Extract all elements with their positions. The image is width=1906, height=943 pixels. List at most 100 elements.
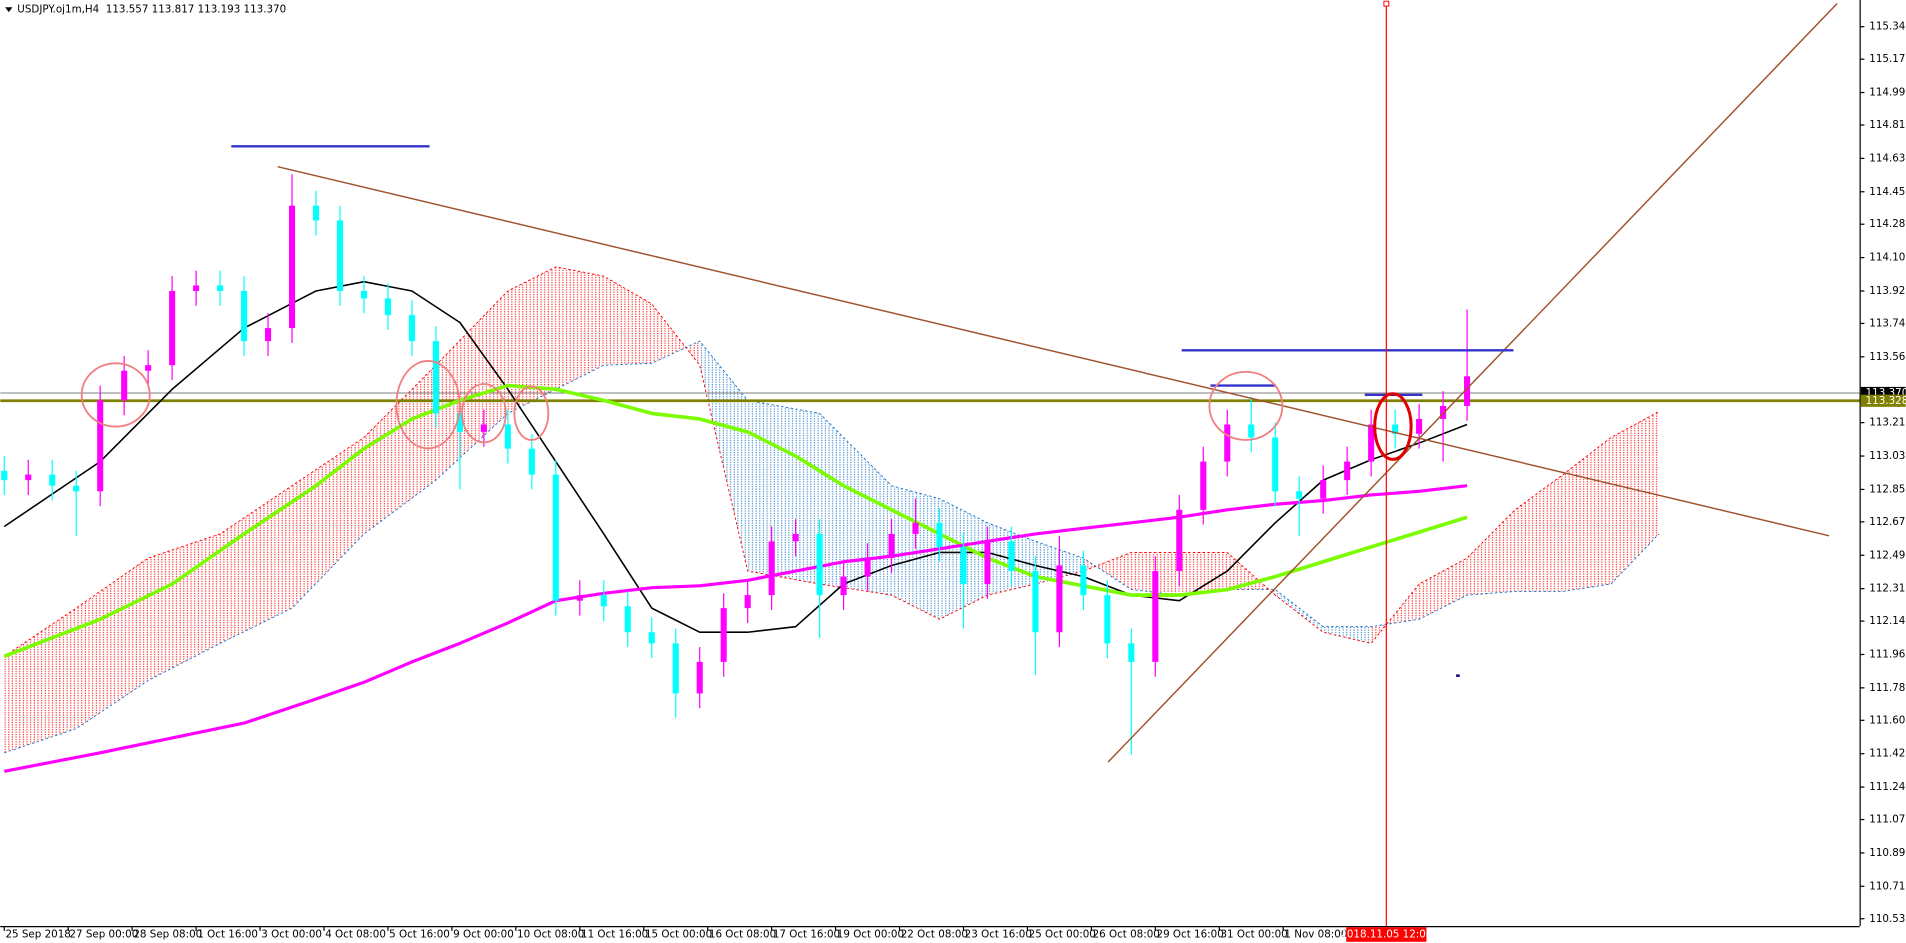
candle-body — [888, 533, 895, 559]
menu-triangle — [5, 7, 13, 13]
candle-body — [1296, 491, 1303, 499]
crosshair-handle — [1383, 0, 1390, 7]
x-tick-label: 25 Oct 00:00 — [1029, 928, 1096, 940]
candle-body — [816, 533, 823, 596]
candle-body — [720, 608, 727, 662]
candle-body — [552, 474, 559, 601]
candle-body — [432, 341, 439, 414]
candle-body — [504, 424, 511, 449]
trendline — [1107, 3, 1838, 763]
y-tick-label: 114.455 — [1869, 186, 1906, 198]
candle-body — [1104, 595, 1111, 644]
cloud-fill — [435, 290, 508, 481]
y-tick-label: 111.070 — [1869, 814, 1906, 826]
moving-average — [3, 484, 1468, 773]
x-tick-label: 9 Oct 00:00 — [453, 928, 514, 940]
candle-body — [1320, 480, 1327, 499]
candle-body — [49, 474, 56, 486]
candle-body — [25, 474, 32, 481]
candle-body — [1368, 424, 1375, 462]
x-tick-label: 5 Oct 16:00 — [389, 928, 450, 940]
candle-body — [576, 595, 583, 601]
x-tick-label: 1 Oct 16:00 — [197, 928, 258, 940]
candle-body — [169, 290, 176, 366]
cloud-fill — [555, 266, 604, 390]
cloud-fill — [148, 533, 221, 681]
candle-body — [768, 541, 775, 596]
x-tick-label: 23 Oct 16:00 — [965, 928, 1032, 940]
candle-body — [864, 558, 871, 577]
candle-body — [792, 533, 799, 542]
cloud-fill — [1610, 411, 1659, 585]
y-tick-label: 113.745 — [1869, 317, 1906, 329]
candle-body — [624, 606, 631, 633]
candle-body — [360, 290, 368, 299]
candle-body — [936, 522, 943, 547]
candle-body — [193, 285, 200, 291]
y-tick-label: 113.210 — [1869, 417, 1906, 429]
marked-ellipse — [1373, 392, 1413, 461]
x-tick-label: 3 Oct 00:00 — [261, 928, 322, 940]
x-tick-label: 25 Sep 2018 — [5, 928, 70, 940]
candle-body — [1080, 565, 1087, 596]
candle-body — [600, 595, 607, 607]
x-tick-label: 27 Sep 00:00 — [69, 928, 138, 940]
candle-body — [1272, 437, 1279, 492]
candle-body — [265, 328, 272, 342]
x-tick-label: 11 Oct 16:00 — [581, 928, 648, 940]
candle-body — [456, 413, 463, 432]
y-tick-label: 114.100 — [1869, 252, 1906, 264]
hand-circle — [1208, 370, 1284, 441]
x-tick-label: 28 Sep 08:00 — [133, 928, 202, 940]
hand-circle — [395, 360, 461, 450]
x-tick-label: 10 Oct 08:00 — [517, 928, 584, 940]
cloud-fill — [1419, 558, 1468, 620]
candle-body — [528, 448, 535, 475]
candle-body — [336, 220, 344, 291]
x-tick-label: 31 Oct 00:00 — [1220, 928, 1287, 940]
price-label: 113.328 — [1866, 395, 1906, 407]
candle-body — [241, 290, 248, 342]
cloud-fill — [292, 437, 364, 609]
cloud-fill — [819, 413, 892, 596]
x-tick-label: 19 Oct 00:00 — [837, 928, 904, 940]
candle-body — [312, 205, 320, 221]
candle-body — [840, 576, 847, 596]
cloud-fill — [507, 266, 556, 414]
plot-area — [0, 0, 1860, 926]
y-tick-label: 111.780 — [1869, 682, 1906, 694]
y-tick-label: 113.565 — [1869, 351, 1906, 363]
cloud-fill — [1467, 509, 1516, 596]
moving-average — [3, 383, 1468, 659]
x-tick-label: 29 Oct 16:00 — [1157, 928, 1224, 940]
x-tick-label: 26 Oct 08:00 — [1093, 928, 1160, 940]
candle-body — [121, 370, 128, 401]
hand-circle — [80, 362, 151, 428]
y-tick-label: 114.280 — [1869, 218, 1906, 230]
cloud-fill — [220, 485, 293, 644]
cloud-span — [4, 340, 1660, 754]
y-tick-label: 115.345 — [1869, 21, 1906, 33]
y-tick-label: 111.425 — [1869, 748, 1906, 760]
candle-body — [648, 632, 655, 644]
candle-body — [1416, 418, 1423, 434]
y-tick-label: 110.535 — [1869, 913, 1906, 925]
candle-body — [1440, 405, 1447, 419]
x-tick-label: 17 Oct 16:00 — [773, 928, 840, 940]
candle-body — [1056, 565, 1063, 633]
cloud-fill — [1323, 626, 1372, 644]
candle-body — [1, 470, 8, 481]
moving-average — [3, 280, 1468, 634]
dot — [1456, 674, 1460, 677]
cloud-fill — [651, 303, 700, 366]
candle-body — [1224, 424, 1231, 462]
y-tick-label: 112.675 — [1869, 516, 1906, 528]
candle-body — [984, 541, 991, 585]
candle-body — [1464, 376, 1471, 406]
cloud-fill — [76, 558, 149, 729]
candle-body — [1176, 509, 1183, 572]
candle-body — [384, 298, 391, 316]
